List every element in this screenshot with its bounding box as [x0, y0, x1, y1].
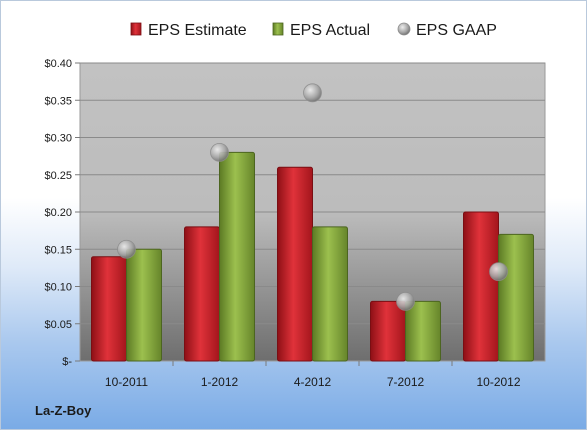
bar-eps-estimate	[91, 256, 127, 362]
legend-label: EPS GAAP	[416, 22, 497, 39]
marker-eps-gaap	[117, 239, 136, 259]
x-tick-label: 10-2011	[105, 375, 148, 389]
bar-eps-actual	[312, 226, 348, 362]
marker-eps-gaap	[396, 291, 415, 311]
bars	[91, 151, 534, 362]
marker-eps-gaap	[303, 83, 322, 103]
y-axis-ticks: $- $0.05 $0.10 $0.15 $0.20 $0.25 $0.30 $0.35 $0.…	[44, 58, 80, 368]
legend-swatch	[272, 22, 284, 36]
y-tick-label: $0.25	[44, 170, 72, 182]
y-tick-label: $0.40	[44, 58, 72, 70]
gaap-markers	[117, 83, 508, 311]
bar-eps-actual	[498, 233, 534, 362]
x-tick-label: 7-2012	[387, 375, 425, 389]
y-tick-label: $-	[62, 356, 72, 368]
legend-swatch	[130, 22, 142, 36]
legend-label: EPS Estimate	[148, 22, 247, 39]
x-tick-label: 1-2012	[201, 375, 239, 389]
y-tick-label: $0.35	[44, 95, 72, 107]
marker-eps-gaap	[489, 262, 508, 282]
legend-label: EPS Actual	[290, 22, 370, 39]
company-label: La-Z-Boy	[35, 403, 92, 418]
legend-swatch	[397, 22, 411, 36]
bar-eps-actual	[126, 248, 162, 362]
bar-eps-estimate	[370, 300, 406, 362]
y-tick-label: $0.15	[44, 244, 72, 256]
y-tick-label: $0.30	[44, 133, 72, 145]
x-tick-label: 10-2012	[476, 375, 520, 389]
y-tick-label: $0.05	[44, 319, 72, 331]
bar-eps-estimate	[184, 226, 220, 362]
y-tick-label: $0.10	[44, 282, 72, 294]
marker-eps-gaap	[210, 142, 229, 162]
bar-eps-estimate	[277, 166, 313, 362]
bar-eps-estimate	[463, 211, 499, 362]
bar-eps-actual	[219, 151, 255, 362]
y-tick-label: $0.20	[44, 207, 72, 219]
bar-eps-actual	[405, 300, 441, 362]
x-tick-label: 4-2012	[294, 375, 332, 389]
x-axis-ticks: 10-2011 1-2012 4-2012 7-2012 10-2012	[105, 361, 521, 389]
legend: EPS Estimate EPS Actual EPS GAAP	[130, 22, 497, 39]
